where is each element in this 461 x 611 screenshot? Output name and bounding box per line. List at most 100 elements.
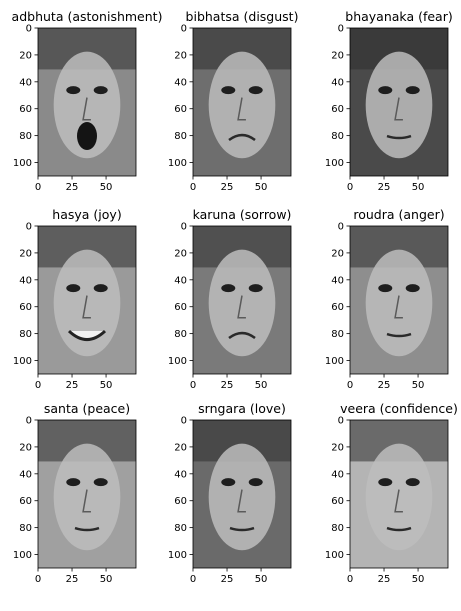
y-tick-label: 100 xyxy=(325,356,344,367)
x-axis: 0 25 50 xyxy=(35,176,112,193)
y-axis: 0 20 40 60 80 100 xyxy=(168,24,193,169)
x-axis: 0 25 50 xyxy=(35,374,113,391)
panel-title: roudra (anger) xyxy=(353,207,444,222)
y-tick-label: 40 xyxy=(19,77,32,88)
y-tick-label: 100 xyxy=(325,158,344,169)
y-axis: 0 20 40 60 80 100 xyxy=(13,416,38,561)
panel-title: bibhatsa (disgust) xyxy=(186,9,299,24)
image-frame xyxy=(192,225,292,375)
x-tick-label: 0 xyxy=(190,380,196,391)
x-axis: 0 25 50 xyxy=(190,374,267,391)
y-tick-label: 60 xyxy=(19,302,32,313)
y-tick-label: 100 xyxy=(168,356,187,367)
x-axis: 0 25 50 xyxy=(35,568,113,585)
y-tick-label: 100 xyxy=(325,550,344,561)
face-anger xyxy=(350,226,448,374)
y-tick-label: 100 xyxy=(13,356,32,367)
y-tick-label: 60 xyxy=(174,302,187,313)
y-tick-label: 80 xyxy=(19,131,32,142)
x-tick-label: 0 xyxy=(190,574,196,585)
face-confidence xyxy=(350,420,448,568)
y-tick-label: 20 xyxy=(331,442,344,453)
image-frame xyxy=(192,27,292,177)
x-tick-label: 0 xyxy=(190,182,196,193)
y-tick-label: 0 xyxy=(26,24,32,35)
x-tick-label: 25 xyxy=(378,380,391,391)
image-frame xyxy=(37,419,137,569)
panel-4: hasya (joy) 0 20 40 60 80 100 0 25 50 xyxy=(13,207,137,391)
y-tick-label: 80 xyxy=(331,131,344,142)
x-tick-label: 50 xyxy=(255,182,268,193)
x-tick-label: 0 xyxy=(347,380,353,391)
panel-8: srngara (love) 0 20 40 60 80 100 0 25 50 xyxy=(168,401,292,585)
x-tick-label: 50 xyxy=(412,574,425,585)
face-love xyxy=(193,420,291,568)
x-axis: 0 25 50 xyxy=(347,176,425,193)
x-tick-label: 25 xyxy=(378,574,391,585)
y-tick-label: 60 xyxy=(174,104,187,115)
image-frame xyxy=(192,419,292,569)
y-tick-label: 80 xyxy=(174,523,187,534)
y-axis: 0 20 40 60 80 100 xyxy=(168,416,193,561)
panel-title: hasya (joy) xyxy=(52,207,121,222)
x-tick-label: 0 xyxy=(347,574,353,585)
x-tick-label: 25 xyxy=(66,574,79,585)
y-tick-label: 20 xyxy=(174,50,187,61)
y-tick-label: 0 xyxy=(338,416,344,427)
y-tick-label: 20 xyxy=(19,442,32,453)
y-tick-label: 100 xyxy=(13,550,32,561)
face-disgust xyxy=(193,28,291,176)
y-tick-label: 80 xyxy=(331,523,344,534)
image-frame xyxy=(37,225,137,375)
y-axis: 0 20 40 60 80 100 xyxy=(168,222,193,367)
panel-title: srngara (love) xyxy=(198,401,286,416)
y-tick-label: 40 xyxy=(331,77,344,88)
x-tick-label: 50 xyxy=(412,380,425,391)
y-tick-label: 80 xyxy=(19,329,32,340)
y-tick-label: 0 xyxy=(338,24,344,35)
image-frame xyxy=(349,27,449,177)
y-tick-label: 60 xyxy=(331,496,344,507)
x-tick-label: 25 xyxy=(221,574,234,585)
x-tick-label: 0 xyxy=(35,380,41,391)
y-axis: 0 20 40 60 80 100 xyxy=(13,222,38,367)
y-axis: 0 20 40 60 80 100 xyxy=(325,416,350,561)
panel-7: santa (peace) 0 20 40 60 80 100 0 25 50 xyxy=(13,401,137,585)
x-tick-label: 0 xyxy=(35,182,41,193)
face-peace xyxy=(38,420,136,568)
y-axis: 0 20 40 60 80 100 xyxy=(325,222,350,367)
image-frame xyxy=(37,27,137,177)
x-tick-label: 50 xyxy=(412,182,425,193)
y-tick-label: 20 xyxy=(331,248,344,259)
y-tick-label: 0 xyxy=(181,24,187,35)
y-tick-label: 60 xyxy=(331,302,344,313)
y-tick-label: 40 xyxy=(174,77,187,88)
y-tick-label: 100 xyxy=(168,158,187,169)
panel-5: karuna (sorrow) 0 20 40 60 80 100 0 25 50 xyxy=(168,207,292,391)
x-tick-label: 50 xyxy=(100,574,113,585)
y-tick-label: 0 xyxy=(181,222,187,233)
y-tick-label: 80 xyxy=(174,329,187,340)
x-tick-label: 0 xyxy=(347,182,353,193)
y-tick-label: 40 xyxy=(19,469,32,480)
y-tick-label: 40 xyxy=(174,469,187,480)
y-tick-label: 0 xyxy=(26,416,32,427)
x-tick-label: 50 xyxy=(100,380,113,391)
face-fear xyxy=(350,28,448,176)
y-tick-label: 40 xyxy=(331,275,344,286)
panel-title: karuna (sorrow) xyxy=(193,207,292,222)
x-tick-label: 50 xyxy=(255,574,268,585)
y-tick-label: 60 xyxy=(331,104,344,115)
image-frame xyxy=(349,419,449,569)
face-sorrow xyxy=(193,226,291,374)
y-tick-label: 40 xyxy=(331,469,344,480)
face-astonishment xyxy=(38,28,136,176)
panel-title: bhayanaka (fear) xyxy=(345,9,452,24)
y-tick-label: 100 xyxy=(168,550,187,561)
x-axis: 0 25 50 xyxy=(190,568,268,585)
x-tick-label: 25 xyxy=(66,380,79,391)
y-axis: 0 20 40 60 80 100 xyxy=(325,24,350,169)
y-tick-label: 20 xyxy=(174,442,187,453)
